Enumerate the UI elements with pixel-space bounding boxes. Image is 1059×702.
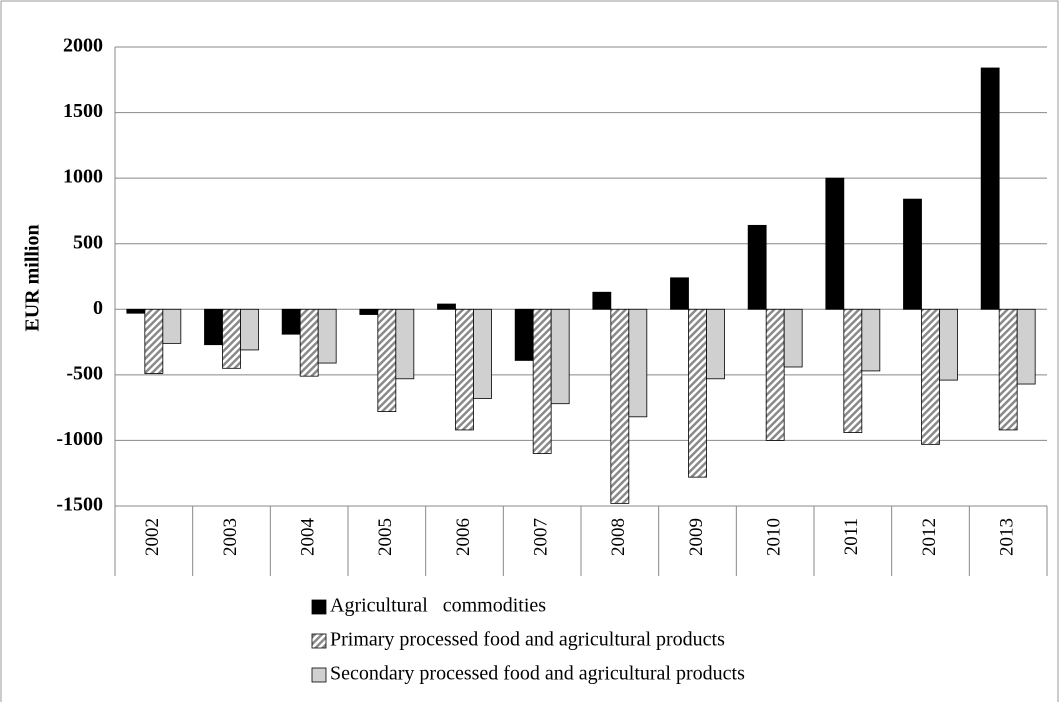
- legend-label: Secondary processed food and agricultura…: [330, 663, 745, 685]
- bar: [765, 308, 785, 441]
- x-tick-label: 2004: [298, 518, 319, 557]
- legend-swatch: [311, 599, 327, 615]
- x-tick-label: 2008: [608, 518, 629, 556]
- bar: [939, 308, 958, 381]
- bar: [437, 303, 456, 310]
- bar: [377, 308, 397, 412]
- bar: [825, 177, 845, 310]
- bar: [843, 308, 863, 433]
- y-tick-label: -1500: [56, 494, 103, 516]
- bar: [903, 198, 922, 310]
- x-tick-label: 2002: [142, 518, 163, 556]
- bar: [783, 308, 803, 368]
- bar: [222, 308, 241, 369]
- x-tick-label: 2006: [453, 518, 474, 556]
- bar: [670, 277, 689, 310]
- x-tick-label: 2003: [220, 518, 241, 556]
- y-tick-label: -500: [66, 362, 103, 384]
- bar: [473, 308, 492, 399]
- bar: [204, 308, 223, 346]
- x-tick-label: 2012: [919, 518, 940, 556]
- x-tick-label: 2010: [764, 518, 785, 556]
- y-tick-label: -1000: [56, 428, 103, 450]
- bar: [317, 308, 337, 364]
- bar: [706, 308, 725, 380]
- bar: [299, 308, 319, 377]
- y-tick-label: 500: [73, 231, 103, 253]
- bar: [162, 308, 182, 344]
- bar: [747, 224, 767, 310]
- y-axis-label: EUR million: [22, 224, 44, 331]
- bar: [998, 308, 1018, 431]
- bar: [921, 308, 940, 445]
- bar: [550, 308, 570, 405]
- x-tick-label: 2013: [997, 518, 1018, 556]
- bar: [532, 308, 552, 454]
- x-tick-label: 2009: [686, 518, 707, 556]
- x-tick-label: 2005: [375, 518, 396, 556]
- bar: [395, 308, 415, 380]
- bar: [980, 67, 1000, 310]
- bar: [592, 291, 612, 310]
- y-tick-label: 2000: [63, 35, 103, 57]
- bar: [861, 308, 881, 372]
- bar: [359, 308, 379, 315]
- bar: [281, 308, 301, 335]
- y-tick-label: 1000: [63, 166, 103, 188]
- y-tick-label: 1500: [63, 100, 103, 122]
- x-tick-label: 2011: [841, 518, 862, 555]
- legend-swatch: [311, 667, 327, 683]
- y-tick-label: 0: [93, 297, 103, 319]
- bar: [144, 308, 164, 374]
- bar: [514, 308, 534, 361]
- legend-label: Primary processed food and agricultural …: [330, 629, 725, 651]
- legend-label: Agricultural commodities: [330, 595, 546, 617]
- bar: [628, 308, 648, 418]
- legend-swatch: [311, 633, 327, 649]
- bar: [126, 308, 146, 314]
- bar: [610, 308, 630, 504]
- x-tick-label: 2007: [531, 518, 552, 556]
- bar: [1016, 308, 1036, 385]
- bar: [240, 308, 259, 351]
- bar: [688, 308, 707, 478]
- bar: [455, 308, 474, 431]
